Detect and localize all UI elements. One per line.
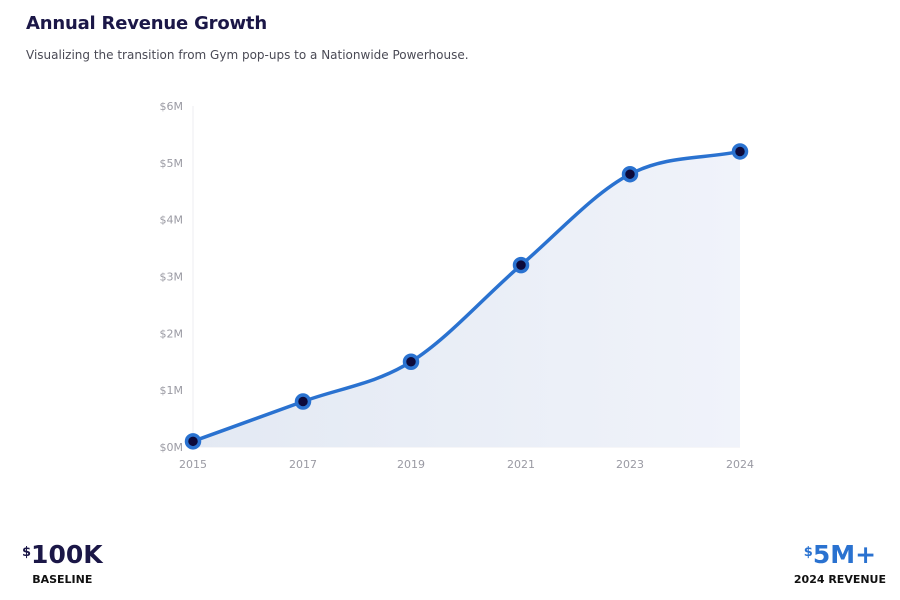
revenue-currency: $ — [803, 545, 813, 560]
page-subtitle: Visualizing the transition from Gym pop-… — [26, 48, 469, 62]
x-tick-label: 2021 — [507, 458, 535, 471]
y-tick-label: $3M — [160, 271, 184, 284]
revenue-area — [193, 151, 740, 447]
baseline-stat: $100K BASELINE — [22, 541, 103, 587]
data-point — [621, 165, 639, 183]
data-point — [294, 393, 312, 410]
revenue-stat: $5M+ 2024 REVENUE — [793, 541, 886, 587]
revenue-amount: 5M+ — [812, 540, 877, 569]
y-tick-label: $4M — [160, 214, 184, 227]
baseline-amount: 100K — [31, 540, 103, 569]
data-point — [184, 433, 202, 450]
y-tick-label: $0M — [160, 441, 184, 454]
y-tick-label: $2M — [160, 327, 184, 340]
baseline-label: BASELINE — [32, 573, 93, 586]
x-tick-label: 2024 — [726, 458, 754, 471]
data-point — [731, 143, 749, 160]
x-axis: 2015 2017 2019 2021 2023 2024 — [179, 446, 754, 471]
y-axis: $0M $1M $2M $3M $4M $5M $6M — [160, 100, 194, 454]
data-point — [512, 256, 530, 274]
data-points — [184, 143, 749, 450]
data-point — [402, 353, 420, 370]
y-tick-label: $5M — [160, 157, 184, 170]
x-tick-label: 2023 — [616, 458, 644, 471]
revenue-value: $5M+ — [794, 541, 886, 569]
page-title: Annual Revenue Growth — [26, 13, 267, 34]
revenue-label: 2024 REVENUE — [793, 573, 886, 586]
x-tick-label: 2019 — [397, 458, 425, 471]
y-tick-label: $1M — [160, 384, 184, 397]
x-tick-label: 2015 — [179, 458, 207, 471]
baseline-value: $100K — [22, 541, 103, 569]
baseline-currency: $ — [22, 545, 32, 560]
y-tick-label: $6M — [160, 100, 184, 113]
x-tick-label: 2017 — [289, 458, 317, 471]
